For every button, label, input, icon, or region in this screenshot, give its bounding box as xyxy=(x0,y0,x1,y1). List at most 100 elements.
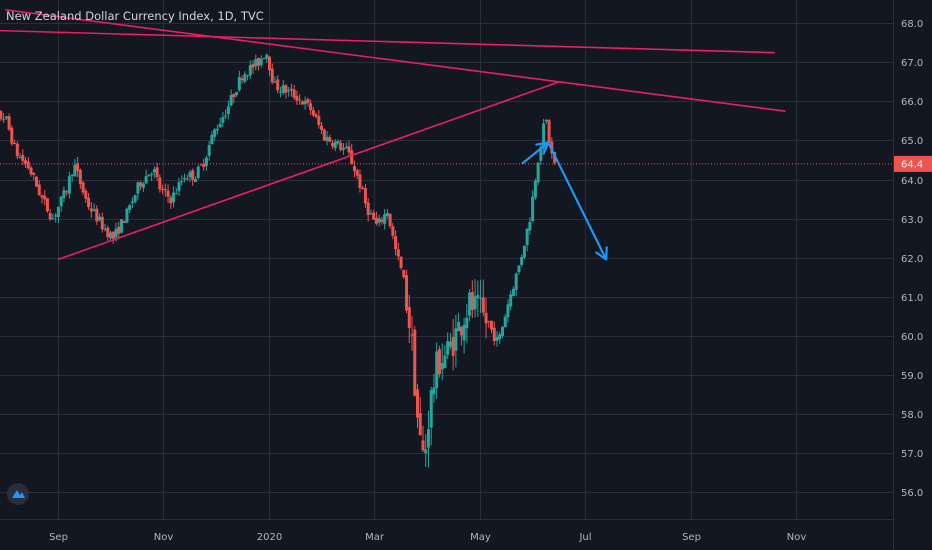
candle xyxy=(243,71,247,84)
candle-body xyxy=(76,163,80,172)
candle-body xyxy=(396,249,400,257)
candle-body xyxy=(125,208,129,223)
candle-body xyxy=(303,100,307,105)
candle xyxy=(100,212,104,233)
candle xyxy=(311,106,315,117)
trendline[interactable] xyxy=(5,8,786,113)
candle-body xyxy=(161,189,165,191)
trendline[interactable] xyxy=(57,81,560,261)
candle xyxy=(150,172,154,182)
y-tick-label: 63.0 xyxy=(901,215,923,226)
candle xyxy=(533,178,537,200)
candle xyxy=(476,280,480,317)
candle xyxy=(92,203,96,213)
x-tick-label: Jul xyxy=(578,532,591,543)
candle-body xyxy=(484,312,488,324)
candle xyxy=(76,156,80,178)
candle xyxy=(342,143,346,155)
candle-body xyxy=(114,228,118,238)
candle xyxy=(174,187,178,195)
candle-body xyxy=(13,142,17,144)
candles xyxy=(0,53,557,468)
candle xyxy=(51,213,55,220)
candle xyxy=(429,386,433,446)
candle xyxy=(358,169,362,193)
candle-body xyxy=(183,178,187,180)
candle-body xyxy=(314,114,318,117)
candle xyxy=(276,75,280,94)
candle xyxy=(531,190,535,222)
candle-body xyxy=(45,198,49,212)
candle-body xyxy=(440,363,444,370)
candle xyxy=(333,139,337,152)
candle-body xyxy=(188,172,192,178)
candle xyxy=(517,264,521,275)
mountain-icon xyxy=(12,490,25,498)
candle xyxy=(383,209,387,230)
candle xyxy=(331,139,335,149)
candle xyxy=(237,70,241,92)
candle xyxy=(65,189,69,196)
candle-body xyxy=(284,85,288,93)
candle-body xyxy=(98,216,102,221)
candle-body xyxy=(429,389,433,428)
candle xyxy=(18,152,22,159)
candle xyxy=(525,228,529,252)
candle xyxy=(355,168,359,180)
candle-body xyxy=(166,190,170,197)
drawings[interactable] xyxy=(0,8,893,261)
candle xyxy=(336,139,340,146)
candle xyxy=(509,290,513,311)
candle-body xyxy=(374,217,378,224)
candle xyxy=(172,186,176,208)
candle-body xyxy=(470,292,474,310)
candle xyxy=(196,165,200,180)
candle-body xyxy=(457,321,461,332)
y-tick-label: 64.0 xyxy=(901,176,923,187)
candle xyxy=(155,162,159,181)
candle xyxy=(24,156,28,169)
candle xyxy=(59,196,63,213)
candle xyxy=(87,193,91,210)
candle-body xyxy=(473,296,477,310)
candle xyxy=(204,155,208,171)
candle-body xyxy=(292,89,296,98)
tradingview-logo[interactable] xyxy=(7,483,29,505)
candle xyxy=(320,121,324,135)
candle xyxy=(309,99,313,116)
candle xyxy=(306,97,310,107)
candle xyxy=(399,256,403,270)
candle xyxy=(177,177,181,196)
candle-body xyxy=(29,167,33,175)
candle-body xyxy=(243,74,247,82)
candle xyxy=(547,119,551,146)
candle xyxy=(251,60,255,74)
candle-body xyxy=(196,166,200,179)
candle-body xyxy=(265,54,269,59)
candle xyxy=(267,56,271,76)
candle-body xyxy=(254,59,258,67)
candle-body xyxy=(248,65,252,76)
last-price-label: 64.4 xyxy=(901,159,923,170)
axes[interactable]: 68.0 67.0 66.0 65.0 64.0 63.0 62.0 61.0 60.0 59.0… xyxy=(49,19,932,543)
candle-body xyxy=(336,141,340,144)
candle xyxy=(224,109,228,119)
candle-body xyxy=(7,116,11,130)
candle xyxy=(139,181,143,191)
candle-body xyxy=(130,201,134,204)
candle xyxy=(278,86,282,98)
candle-body xyxy=(177,182,181,192)
candle-body xyxy=(119,219,123,233)
candle xyxy=(405,269,409,314)
candle-body xyxy=(531,196,535,222)
trendline[interactable] xyxy=(0,29,775,54)
candle-body xyxy=(281,85,285,93)
candle xyxy=(284,83,288,99)
candle-body xyxy=(87,197,91,208)
candle-body xyxy=(84,190,88,199)
candle-body xyxy=(424,449,428,454)
x-tick-label: Nov xyxy=(154,532,174,543)
candle xyxy=(144,169,148,184)
